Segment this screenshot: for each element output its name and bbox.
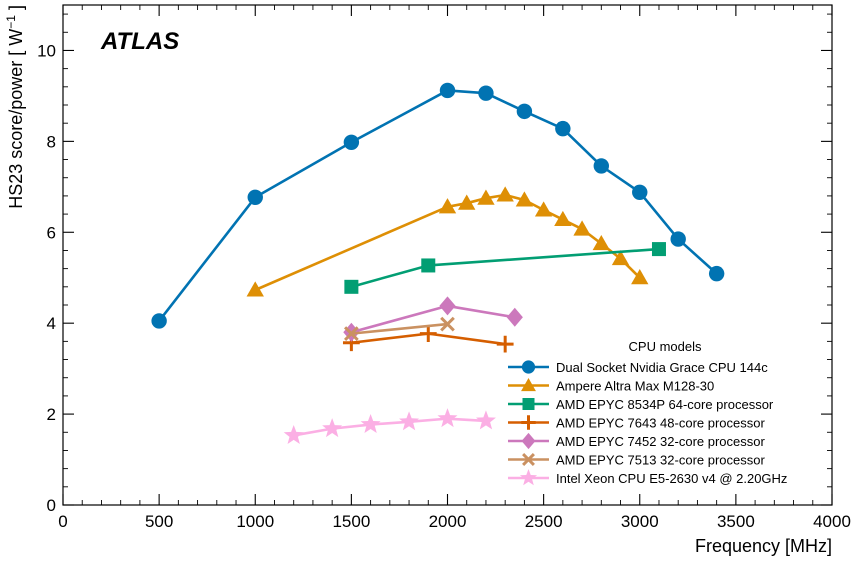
data-point (439, 82, 456, 99)
legend: CPU models Dual Socket Nvidia Grace CPU … (508, 339, 787, 486)
legend-title: CPU models (629, 339, 702, 354)
data-point (399, 411, 420, 431)
data-point (477, 189, 495, 205)
legend-marker (521, 432, 536, 450)
series-3 (344, 242, 666, 294)
data-point (496, 186, 514, 202)
data-point (343, 134, 360, 150)
y-tick-label: 10 (37, 41, 56, 60)
series-line (293, 417, 487, 437)
series-line (158, 89, 718, 322)
data-point (478, 85, 494, 101)
legend-item: AMD EPYC 8534P 64-core processor (508, 397, 774, 412)
data-point (344, 279, 359, 294)
data-point (631, 269, 649, 285)
legend-item: AMD EPYC 7513 32-core processor (508, 453, 765, 468)
data-point (419, 325, 437, 343)
y-axis-label: HS23 score/power [ W−1 ] (4, 5, 26, 209)
series-layer (151, 82, 725, 444)
legend-label: AMD EPYC 7513 32-core processor (556, 453, 765, 468)
data-point (437, 408, 458, 428)
data-point (247, 189, 263, 205)
y-axis-label-end: ] (6, 5, 26, 15)
axis-ticks (62, 5, 833, 506)
data-point (593, 158, 609, 174)
y-tick-label: 0 (47, 496, 56, 515)
data-point (246, 281, 264, 297)
y-tick-label: 8 (47, 132, 56, 151)
data-point (554, 210, 572, 227)
series-6 (344, 316, 455, 341)
legend-label: AMD EPYC 7452 32-core processor (556, 434, 765, 449)
data-point (151, 313, 167, 329)
legend-item: Ampere Altra Max M128-30 (508, 378, 714, 394)
legend-label: AMD EPYC 7643 48-core processor (556, 416, 765, 431)
y-axis-label-text: HS23 score/power [ W (6, 29, 26, 209)
x-axis-label: Frequency [MHz] (695, 536, 832, 556)
legend-marker (521, 360, 536, 374)
data-point (322, 418, 343, 438)
series-1 (151, 82, 725, 329)
series-2 (246, 186, 649, 297)
data-point (440, 316, 455, 332)
legend-label: Dual Socket Nvidia Grace CPU 144c (556, 360, 768, 375)
x-tick-label: 1500 (332, 512, 370, 531)
data-point (283, 424, 304, 444)
y-tick-label: 2 (47, 405, 56, 424)
data-point (344, 326, 359, 341)
data-point (438, 198, 457, 214)
data-point (458, 194, 476, 210)
x-tick-label: 0 (58, 512, 67, 531)
data-point (439, 296, 456, 316)
data-point (475, 410, 496, 430)
data-point (573, 220, 591, 236)
data-point (421, 258, 436, 273)
legend-marker (519, 469, 538, 486)
series-line (351, 247, 660, 289)
legend-label: Ampere Altra Max M128-30 (556, 379, 714, 394)
x-axis-label-text: Frequency [MHz] (695, 536, 832, 556)
legend-marker (521, 415, 536, 430)
data-point (515, 191, 534, 207)
data-point (555, 120, 571, 137)
data-point (708, 265, 725, 282)
x-tick-label: 2500 (525, 512, 563, 531)
y-tick-label: 4 (47, 314, 56, 333)
legend-label: Intel Xeon CPU E5-2630 v4 @ 2.20GHz (556, 471, 787, 486)
legend-items: Dual Socket Nvidia Grace CPU 144c Ampere … (508, 360, 787, 486)
data-point (506, 307, 523, 327)
data-point (632, 184, 648, 200)
series-line (351, 322, 448, 335)
data-point (534, 201, 553, 217)
legend-marker (522, 453, 535, 466)
legend-item: AMD EPYC 7452 32-core processor (508, 432, 765, 450)
data-point (670, 231, 686, 247)
x-tick-label: 500 (145, 512, 173, 531)
legend-item: Intel Xeon CPU E5-2630 v4 @ 2.20GHz (508, 469, 787, 486)
data-point (496, 335, 514, 353)
legend-item: Dual Socket Nvidia Grace CPU 144c (508, 360, 768, 375)
axis-tick-labels: 0 500 1000 1500 2000 2500 3000 3500 4000 0 2 4 6 8 10 (37, 41, 851, 531)
x-tick-label: 3000 (621, 512, 659, 531)
data-point (592, 234, 610, 251)
series-7 (283, 408, 496, 444)
x-tick-label: 1000 (236, 512, 274, 531)
y-tick-label: 6 (47, 223, 56, 242)
data-point (611, 249, 630, 266)
experiment-label: ATLAS (100, 28, 179, 55)
data-point (516, 103, 533, 120)
series-line (351, 304, 516, 334)
legend-marker (522, 398, 535, 410)
data-point (651, 242, 666, 257)
x-tick-label: 3500 (717, 512, 755, 531)
legend-label: AMD EPYC 8534P 64-core processor (556, 397, 774, 412)
legend-marker (521, 378, 536, 392)
legend-item: AMD EPYC 7643 48-core processor (508, 415, 765, 431)
data-point (360, 414, 381, 434)
x-tick-label: 4000 (813, 512, 851, 531)
x-tick-label: 2000 (429, 512, 467, 531)
series-4 (342, 325, 514, 353)
y-axis-label-superscript: −1 (4, 15, 18, 29)
